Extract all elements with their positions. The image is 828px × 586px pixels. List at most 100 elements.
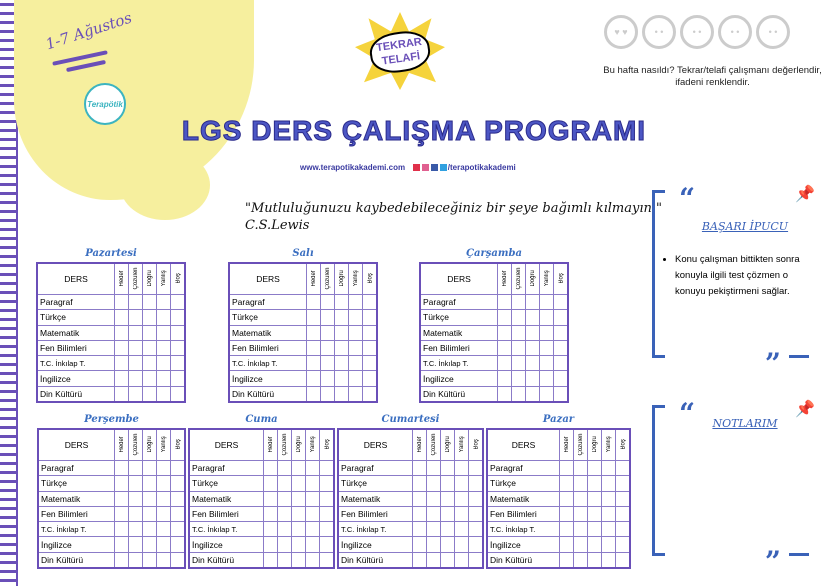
- entry-cell[interactable]: [497, 324, 512, 341]
- entry-cell[interactable]: [553, 309, 569, 326]
- entry-cell[interactable]: [170, 536, 186, 553]
- website-link[interactable]: www.terapotikakademi.com: [300, 163, 406, 172]
- entry-cell[interactable]: [277, 475, 292, 492]
- entry-cell[interactable]: [348, 293, 363, 311]
- entry-cell[interactable]: [615, 475, 631, 492]
- entry-cell[interactable]: [142, 459, 157, 477]
- entry-cell[interactable]: [305, 475, 320, 492]
- entry-cell[interactable]: [128, 505, 143, 523]
- entry-cell[interactable]: [348, 355, 363, 372]
- entry-cell[interactable]: [263, 536, 278, 553]
- entry-cell[interactable]: [348, 385, 363, 403]
- entry-cell[interactable]: [601, 536, 616, 553]
- entry-cell[interactable]: [426, 551, 441, 569]
- entry-cell[interactable]: [539, 370, 554, 387]
- entry-cell[interactable]: [553, 385, 569, 403]
- entry-cell[interactable]: [142, 370, 157, 387]
- entry-cell[interactable]: [426, 505, 441, 523]
- entry-cell[interactable]: [142, 551, 157, 569]
- entry-cell[interactable]: [412, 521, 427, 538]
- entry-cell[interactable]: [362, 293, 378, 311]
- entry-cell[interactable]: [114, 385, 129, 403]
- entry-cell[interactable]: [114, 536, 129, 553]
- entry-cell[interactable]: [156, 355, 171, 372]
- entry-cell[interactable]: [525, 293, 540, 311]
- entry-cell[interactable]: [306, 324, 321, 341]
- entry-cell[interactable]: [468, 475, 484, 492]
- entry-cell[interactable]: [114, 505, 129, 523]
- entry-cell[interactable]: [277, 536, 292, 553]
- entry-cell[interactable]: [320, 324, 335, 341]
- entry-cell[interactable]: [426, 490, 441, 507]
- entry-cell[interactable]: [553, 339, 569, 357]
- entry-cell[interactable]: [426, 475, 441, 492]
- entry-cell[interactable]: [142, 505, 157, 523]
- entry-cell[interactable]: [142, 490, 157, 507]
- entry-cell[interactable]: [362, 339, 378, 357]
- entry-cell[interactable]: [615, 490, 631, 507]
- entry-cell[interactable]: [306, 370, 321, 387]
- entry-cell[interactable]: [263, 505, 278, 523]
- entry-cell[interactable]: [156, 505, 171, 523]
- entry-cell[interactable]: [291, 505, 306, 523]
- entry-cell[interactable]: [334, 385, 349, 403]
- entry-cell[interactable]: [320, 355, 335, 372]
- entry-cell[interactable]: [291, 551, 306, 569]
- entry-cell[interactable]: [319, 459, 335, 477]
- entry-cell[interactable]: [156, 490, 171, 507]
- entry-cell[interactable]: [440, 459, 455, 477]
- entry-cell[interactable]: [511, 370, 526, 387]
- entry-cell[interactable]: [559, 521, 574, 538]
- entry-cell[interactable]: [553, 324, 569, 341]
- entry-cell[interactable]: [305, 521, 320, 538]
- entry-cell[interactable]: [440, 551, 455, 569]
- entry-cell[interactable]: [559, 505, 574, 523]
- entry-cell[interactable]: [263, 475, 278, 492]
- entry-cell[interactable]: [142, 385, 157, 403]
- entry-cell[interactable]: [573, 505, 588, 523]
- neutral-face-icon[interactable]: • •: [680, 15, 714, 49]
- entry-cell[interactable]: [142, 309, 157, 326]
- entry-cell[interactable]: [468, 521, 484, 538]
- entry-cell[interactable]: [319, 551, 335, 569]
- entry-cell[interactable]: [114, 521, 129, 538]
- entry-cell[interactable]: [412, 459, 427, 477]
- entry-cell[interactable]: [454, 459, 469, 477]
- entry-cell[interactable]: [128, 551, 143, 569]
- entry-cell[interactable]: [525, 339, 540, 357]
- entry-cell[interactable]: [334, 324, 349, 341]
- entry-cell[interactable]: [497, 309, 512, 326]
- entry-cell[interactable]: [263, 490, 278, 507]
- entry-cell[interactable]: [440, 536, 455, 553]
- entry-cell[interactable]: [170, 459, 186, 477]
- entry-cell[interactable]: [156, 475, 171, 492]
- entry-cell[interactable]: [539, 293, 554, 311]
- entry-cell[interactable]: [128, 521, 143, 538]
- entry-cell[interactable]: [156, 385, 171, 403]
- entry-cell[interactable]: [114, 370, 129, 387]
- entry-cell[interactable]: [142, 293, 157, 311]
- entry-cell[interactable]: [454, 490, 469, 507]
- entry-cell[interactable]: [291, 490, 306, 507]
- entry-cell[interactable]: [348, 309, 363, 326]
- entry-cell[interactable]: [128, 490, 143, 507]
- entry-cell[interactable]: [334, 309, 349, 326]
- entry-cell[interactable]: [305, 505, 320, 523]
- entry-cell[interactable]: [601, 459, 616, 477]
- entry-cell[interactable]: [306, 339, 321, 357]
- entry-cell[interactable]: [497, 370, 512, 387]
- entry-cell[interactable]: [468, 490, 484, 507]
- entry-cell[interactable]: [559, 459, 574, 477]
- entry-cell[interactable]: [319, 536, 335, 553]
- entry-cell[interactable]: [601, 521, 616, 538]
- entry-cell[interactable]: [615, 459, 631, 477]
- entry-cell[interactable]: [114, 293, 129, 311]
- entry-cell[interactable]: [454, 521, 469, 538]
- entry-cell[interactable]: [362, 385, 378, 403]
- entry-cell[interactable]: [114, 339, 129, 357]
- entry-cell[interactable]: [525, 355, 540, 372]
- entry-cell[interactable]: [128, 293, 143, 311]
- entry-cell[interactable]: [412, 475, 427, 492]
- entry-cell[interactable]: [291, 536, 306, 553]
- entry-cell[interactable]: [142, 536, 157, 553]
